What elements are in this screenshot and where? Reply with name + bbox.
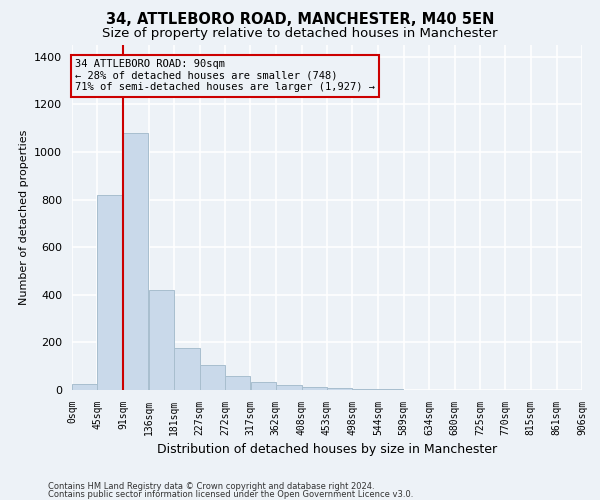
Bar: [302, 387, 327, 390]
Bar: [225, 376, 250, 390]
Y-axis label: Number of detached properties: Number of detached properties: [19, 130, 29, 305]
Bar: [124, 133, 148, 390]
Text: Size of property relative to detached houses in Manchester: Size of property relative to detached ho…: [102, 28, 498, 40]
Bar: [72, 384, 97, 390]
Text: Contains public sector information licensed under the Open Government Licence v3: Contains public sector information licen…: [48, 490, 413, 499]
Bar: [200, 365, 225, 390]
Bar: [251, 382, 275, 390]
Bar: [276, 385, 302, 390]
Text: 34 ATTLEBORO ROAD: 90sqm
← 28% of detached houses are smaller (748)
71% of semi-: 34 ATTLEBORO ROAD: 90sqm ← 28% of detach…: [75, 60, 375, 92]
Bar: [352, 389, 378, 390]
Bar: [174, 348, 200, 390]
Text: 34, ATTLEBORO ROAD, MANCHESTER, M40 5EN: 34, ATTLEBORO ROAD, MANCHESTER, M40 5EN: [106, 12, 494, 28]
Bar: [97, 195, 123, 390]
Bar: [327, 388, 352, 390]
Bar: [149, 290, 174, 390]
Text: Contains HM Land Registry data © Crown copyright and database right 2024.: Contains HM Land Registry data © Crown c…: [48, 482, 374, 491]
X-axis label: Distribution of detached houses by size in Manchester: Distribution of detached houses by size …: [157, 444, 497, 456]
